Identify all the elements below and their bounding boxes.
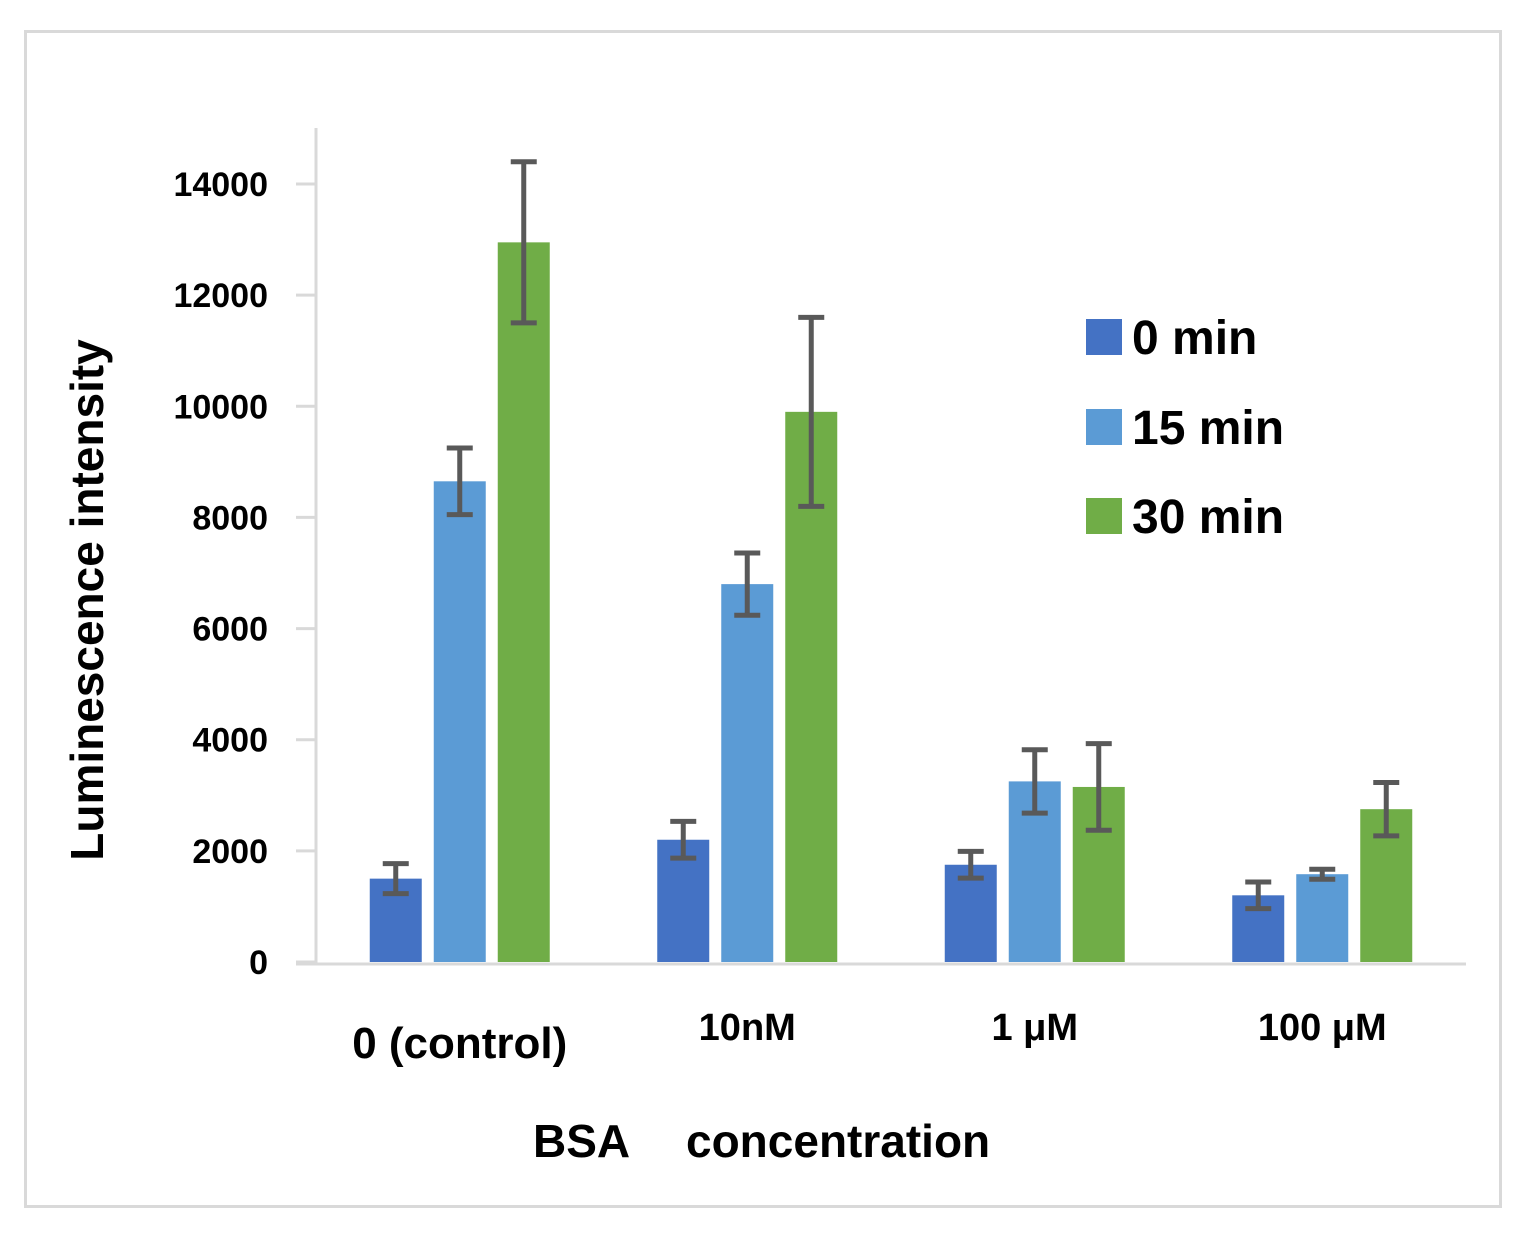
y-tick-label: 4000 — [192, 722, 268, 760]
x-axis-title-part-1: BSA — [533, 1115, 630, 1167]
bar-30-min — [497, 242, 550, 963]
x-category-label: 100 μM — [1258, 1007, 1387, 1049]
x-category-label: 0 (control) — [352, 1019, 567, 1068]
y-tick-label: 14000 — [173, 166, 268, 204]
x-category-label: 10nM — [699, 1007, 796, 1049]
legend-swatch — [1086, 319, 1122, 355]
legend-label: 15 min — [1132, 402, 1284, 455]
legend-label: 0 min — [1132, 312, 1257, 365]
y-axis-title: Luminescence intensity — [61, 339, 113, 861]
y-axis-ticks: 0 2000 4000 6000 8000 10000 12000 14000 — [173, 166, 316, 982]
x-axis-title-part-2: concentration — [686, 1115, 990, 1167]
legend-label: 30 min — [1132, 491, 1284, 544]
bar-15-min — [1296, 874, 1349, 962]
y-tick-label: 10000 — [173, 388, 268, 426]
x-axis-categories: 0 (control) 10nM 1 μM 100 μM — [352, 1007, 1386, 1068]
legend-swatch — [1086, 498, 1122, 534]
y-tick-label: 12000 — [173, 277, 268, 315]
chart-marks — [369, 159, 1413, 963]
bar-0-min — [944, 864, 997, 962]
bar-15-min — [721, 584, 774, 962]
x-category-label: 1 μM — [991, 1007, 1078, 1049]
legend-swatch — [1086, 409, 1122, 445]
y-tick-label: 2000 — [192, 833, 268, 871]
bar-15-min — [433, 481, 486, 962]
y-tick-label: 0 — [249, 944, 268, 982]
y-tick-label: 8000 — [192, 499, 268, 537]
legend: 0 min 15 min 30 min — [1086, 312, 1284, 544]
y-tick-label: 6000 — [192, 611, 268, 649]
